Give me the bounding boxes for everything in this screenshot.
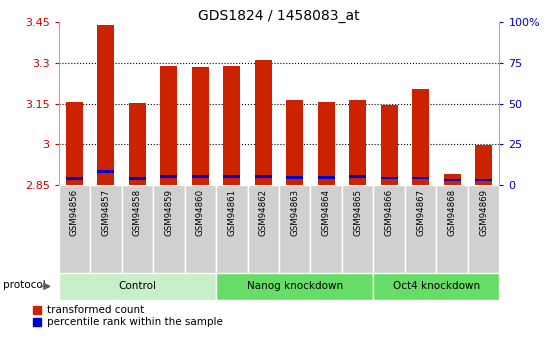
Bar xyxy=(160,66,177,185)
FancyBboxPatch shape xyxy=(90,185,122,273)
Bar xyxy=(475,179,492,181)
Text: GSM94859: GSM94859 xyxy=(164,189,174,236)
Bar xyxy=(286,176,304,179)
Text: protocol: protocol xyxy=(3,280,46,290)
Text: GSM94864: GSM94864 xyxy=(322,189,331,236)
Bar xyxy=(444,179,461,181)
Bar xyxy=(160,175,177,178)
FancyBboxPatch shape xyxy=(59,273,216,300)
FancyBboxPatch shape xyxy=(279,185,310,273)
FancyBboxPatch shape xyxy=(122,185,153,273)
Text: GSM94866: GSM94866 xyxy=(384,189,394,236)
Bar xyxy=(191,67,209,185)
Text: GSM94861: GSM94861 xyxy=(227,189,236,236)
Bar xyxy=(254,60,272,185)
Text: GSM94867: GSM94867 xyxy=(416,189,425,236)
FancyBboxPatch shape xyxy=(216,273,373,300)
Text: GSM94856: GSM94856 xyxy=(70,189,79,236)
FancyBboxPatch shape xyxy=(248,185,279,273)
FancyBboxPatch shape xyxy=(373,273,499,300)
Text: GSM94862: GSM94862 xyxy=(259,189,268,236)
Bar xyxy=(191,175,209,178)
Bar xyxy=(412,89,429,185)
FancyBboxPatch shape xyxy=(185,185,216,273)
Bar xyxy=(318,176,335,179)
Bar xyxy=(223,175,240,178)
Text: GSM94858: GSM94858 xyxy=(133,189,142,236)
Text: GSM94868: GSM94868 xyxy=(448,189,456,236)
Bar xyxy=(97,25,114,185)
Bar xyxy=(129,104,146,185)
FancyBboxPatch shape xyxy=(342,185,373,273)
Bar xyxy=(381,105,398,185)
FancyBboxPatch shape xyxy=(310,185,342,273)
Text: GDS1824 / 1458083_at: GDS1824 / 1458083_at xyxy=(198,9,360,23)
FancyBboxPatch shape xyxy=(468,185,499,273)
Bar xyxy=(349,175,367,178)
Bar xyxy=(66,177,83,180)
FancyBboxPatch shape xyxy=(153,185,185,273)
FancyBboxPatch shape xyxy=(59,185,90,273)
Bar xyxy=(223,66,240,185)
FancyBboxPatch shape xyxy=(216,185,248,273)
Bar xyxy=(444,174,461,185)
Bar xyxy=(254,175,272,178)
Text: GSM94865: GSM94865 xyxy=(353,189,362,236)
Bar xyxy=(66,102,83,185)
FancyBboxPatch shape xyxy=(405,185,436,273)
Text: GSM94860: GSM94860 xyxy=(196,189,205,236)
Bar xyxy=(97,170,114,173)
Bar xyxy=(475,145,492,185)
Text: GSM94863: GSM94863 xyxy=(290,189,299,236)
Bar xyxy=(129,177,146,180)
Legend: transformed count, percentile rank within the sample: transformed count, percentile rank withi… xyxy=(33,305,223,327)
Text: GSM94857: GSM94857 xyxy=(102,189,110,236)
Text: Nanog knockdown: Nanog knockdown xyxy=(247,282,343,291)
Bar xyxy=(286,100,304,185)
FancyBboxPatch shape xyxy=(436,185,468,273)
Text: Control: Control xyxy=(118,282,156,291)
FancyBboxPatch shape xyxy=(373,185,405,273)
Bar xyxy=(349,100,367,185)
Bar xyxy=(318,102,335,185)
Text: GSM94869: GSM94869 xyxy=(479,189,488,236)
Text: Oct4 knockdown: Oct4 knockdown xyxy=(393,282,480,291)
Bar xyxy=(412,177,429,179)
Bar xyxy=(381,177,398,179)
